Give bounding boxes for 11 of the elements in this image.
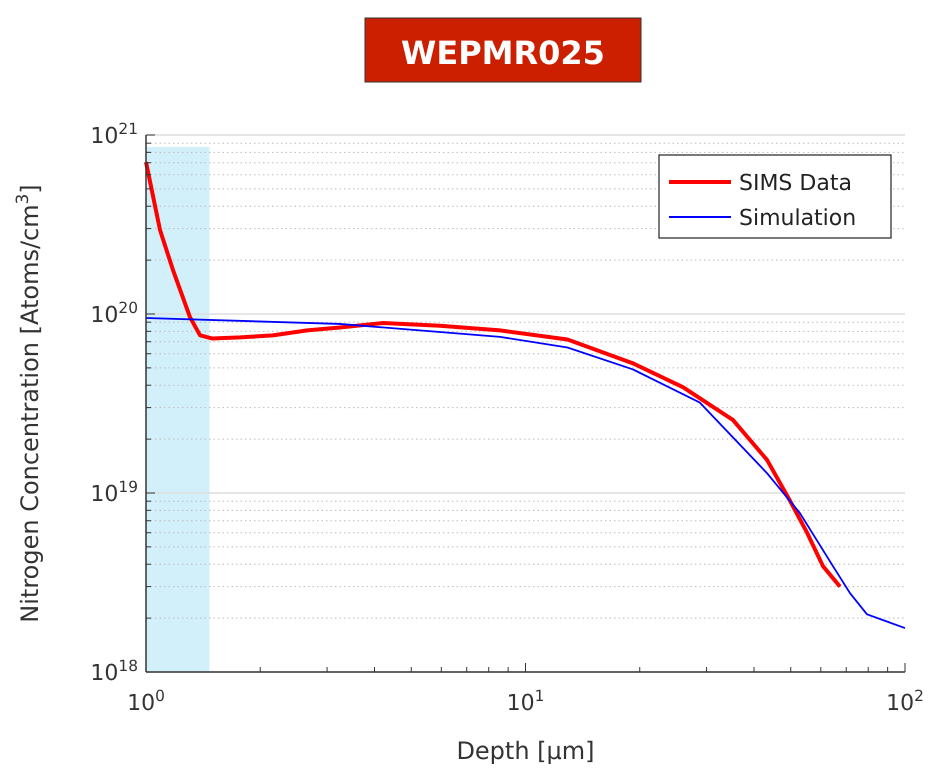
chart-title: WEPMR025 xyxy=(401,34,605,72)
x-tick-label: 10$^{0}$ xyxy=(127,687,165,716)
x-axis-title: Depth [μm] xyxy=(456,737,595,765)
legend-label: SIMS Data xyxy=(739,171,852,196)
y-tick-label: 10$^{21}$ xyxy=(90,120,138,149)
y-tick-label: 10$^{20}$ xyxy=(90,299,138,328)
x-tick-label: 10$^{2}$ xyxy=(886,687,924,716)
x-tick-label: 10$^{1}$ xyxy=(506,687,544,716)
legend-label: Simulation xyxy=(739,206,856,231)
y-tick-label: 10$^{18}$ xyxy=(90,657,138,686)
y-tick-label: 10$^{19}$ xyxy=(90,478,138,507)
